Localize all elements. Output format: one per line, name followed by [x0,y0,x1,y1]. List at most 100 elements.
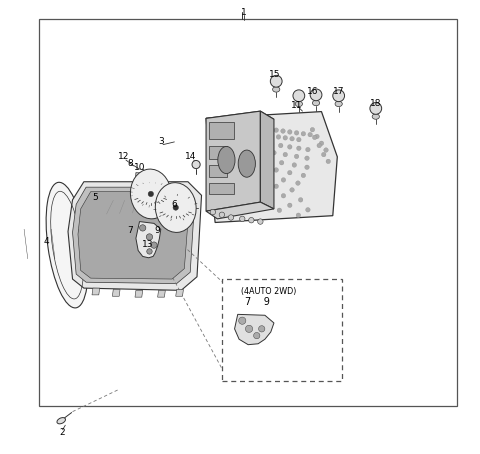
Circle shape [252,171,257,176]
Circle shape [283,153,288,157]
Ellipse shape [335,101,342,107]
Circle shape [228,215,234,220]
Bar [209,122,234,139]
Circle shape [140,225,146,231]
Circle shape [238,145,242,150]
Circle shape [249,217,254,223]
Circle shape [233,123,238,127]
Text: 5: 5 [92,193,98,202]
Circle shape [294,154,299,158]
Circle shape [274,168,278,172]
Circle shape [210,209,216,215]
Circle shape [151,242,157,248]
Polygon shape [260,111,274,209]
Polygon shape [136,222,161,258]
Text: 16: 16 [307,87,318,96]
Circle shape [222,128,227,132]
Circle shape [277,208,282,212]
Circle shape [254,156,259,160]
Circle shape [312,135,317,140]
Circle shape [267,158,271,163]
Circle shape [267,174,271,179]
Text: 11: 11 [291,101,303,110]
Circle shape [317,143,322,148]
Circle shape [192,160,200,168]
Bar [38,19,457,406]
Circle shape [240,123,244,128]
Ellipse shape [238,150,255,177]
Circle shape [247,185,252,190]
Circle shape [274,184,278,188]
Circle shape [228,128,233,133]
Circle shape [279,160,284,165]
Circle shape [260,165,265,169]
Circle shape [258,219,263,224]
Circle shape [305,165,309,169]
Circle shape [294,131,299,135]
Circle shape [236,129,240,134]
Circle shape [269,134,274,138]
Polygon shape [135,173,149,201]
Text: 4: 4 [44,237,49,246]
Ellipse shape [46,183,88,308]
Circle shape [281,129,285,133]
Circle shape [239,317,246,324]
Circle shape [278,143,283,148]
Circle shape [288,145,292,149]
Text: 7    9: 7 9 [244,296,269,307]
Circle shape [299,197,303,202]
Circle shape [301,132,306,136]
Text: 18: 18 [370,99,382,109]
Text: 2: 2 [60,428,65,437]
Circle shape [233,159,238,164]
Circle shape [288,203,292,207]
Circle shape [288,170,292,175]
Polygon shape [206,111,260,211]
Circle shape [292,163,297,167]
Circle shape [306,148,310,152]
Circle shape [370,103,382,114]
Circle shape [242,130,247,135]
Circle shape [252,139,256,144]
Circle shape [310,89,322,101]
Circle shape [240,216,245,222]
Ellipse shape [295,101,302,107]
Circle shape [272,151,276,155]
Circle shape [233,137,238,141]
Text: 9: 9 [155,226,160,235]
Polygon shape [112,290,120,296]
Circle shape [245,325,252,332]
Circle shape [228,152,233,156]
Circle shape [288,130,292,134]
Circle shape [242,177,247,181]
Polygon shape [92,288,100,295]
Circle shape [253,125,258,130]
Bar [209,146,228,159]
Circle shape [281,193,286,198]
Circle shape [293,90,305,102]
Circle shape [297,138,301,142]
Polygon shape [206,111,274,127]
Text: 8: 8 [128,159,133,168]
Circle shape [319,141,324,146]
Circle shape [301,173,306,178]
Circle shape [219,212,225,217]
Ellipse shape [312,100,320,106]
Circle shape [270,75,282,87]
Circle shape [249,131,253,136]
Circle shape [281,178,286,182]
Circle shape [260,126,265,131]
Circle shape [315,134,319,139]
Circle shape [296,213,300,217]
Circle shape [242,138,247,143]
Text: 10: 10 [134,163,145,172]
Text: 15: 15 [269,69,280,79]
Circle shape [258,203,263,207]
Circle shape [260,149,265,153]
Circle shape [147,249,152,254]
Circle shape [269,198,274,203]
Circle shape [333,90,345,102]
FancyBboxPatch shape [222,279,342,381]
Circle shape [220,121,224,125]
Text: 13: 13 [142,240,154,249]
